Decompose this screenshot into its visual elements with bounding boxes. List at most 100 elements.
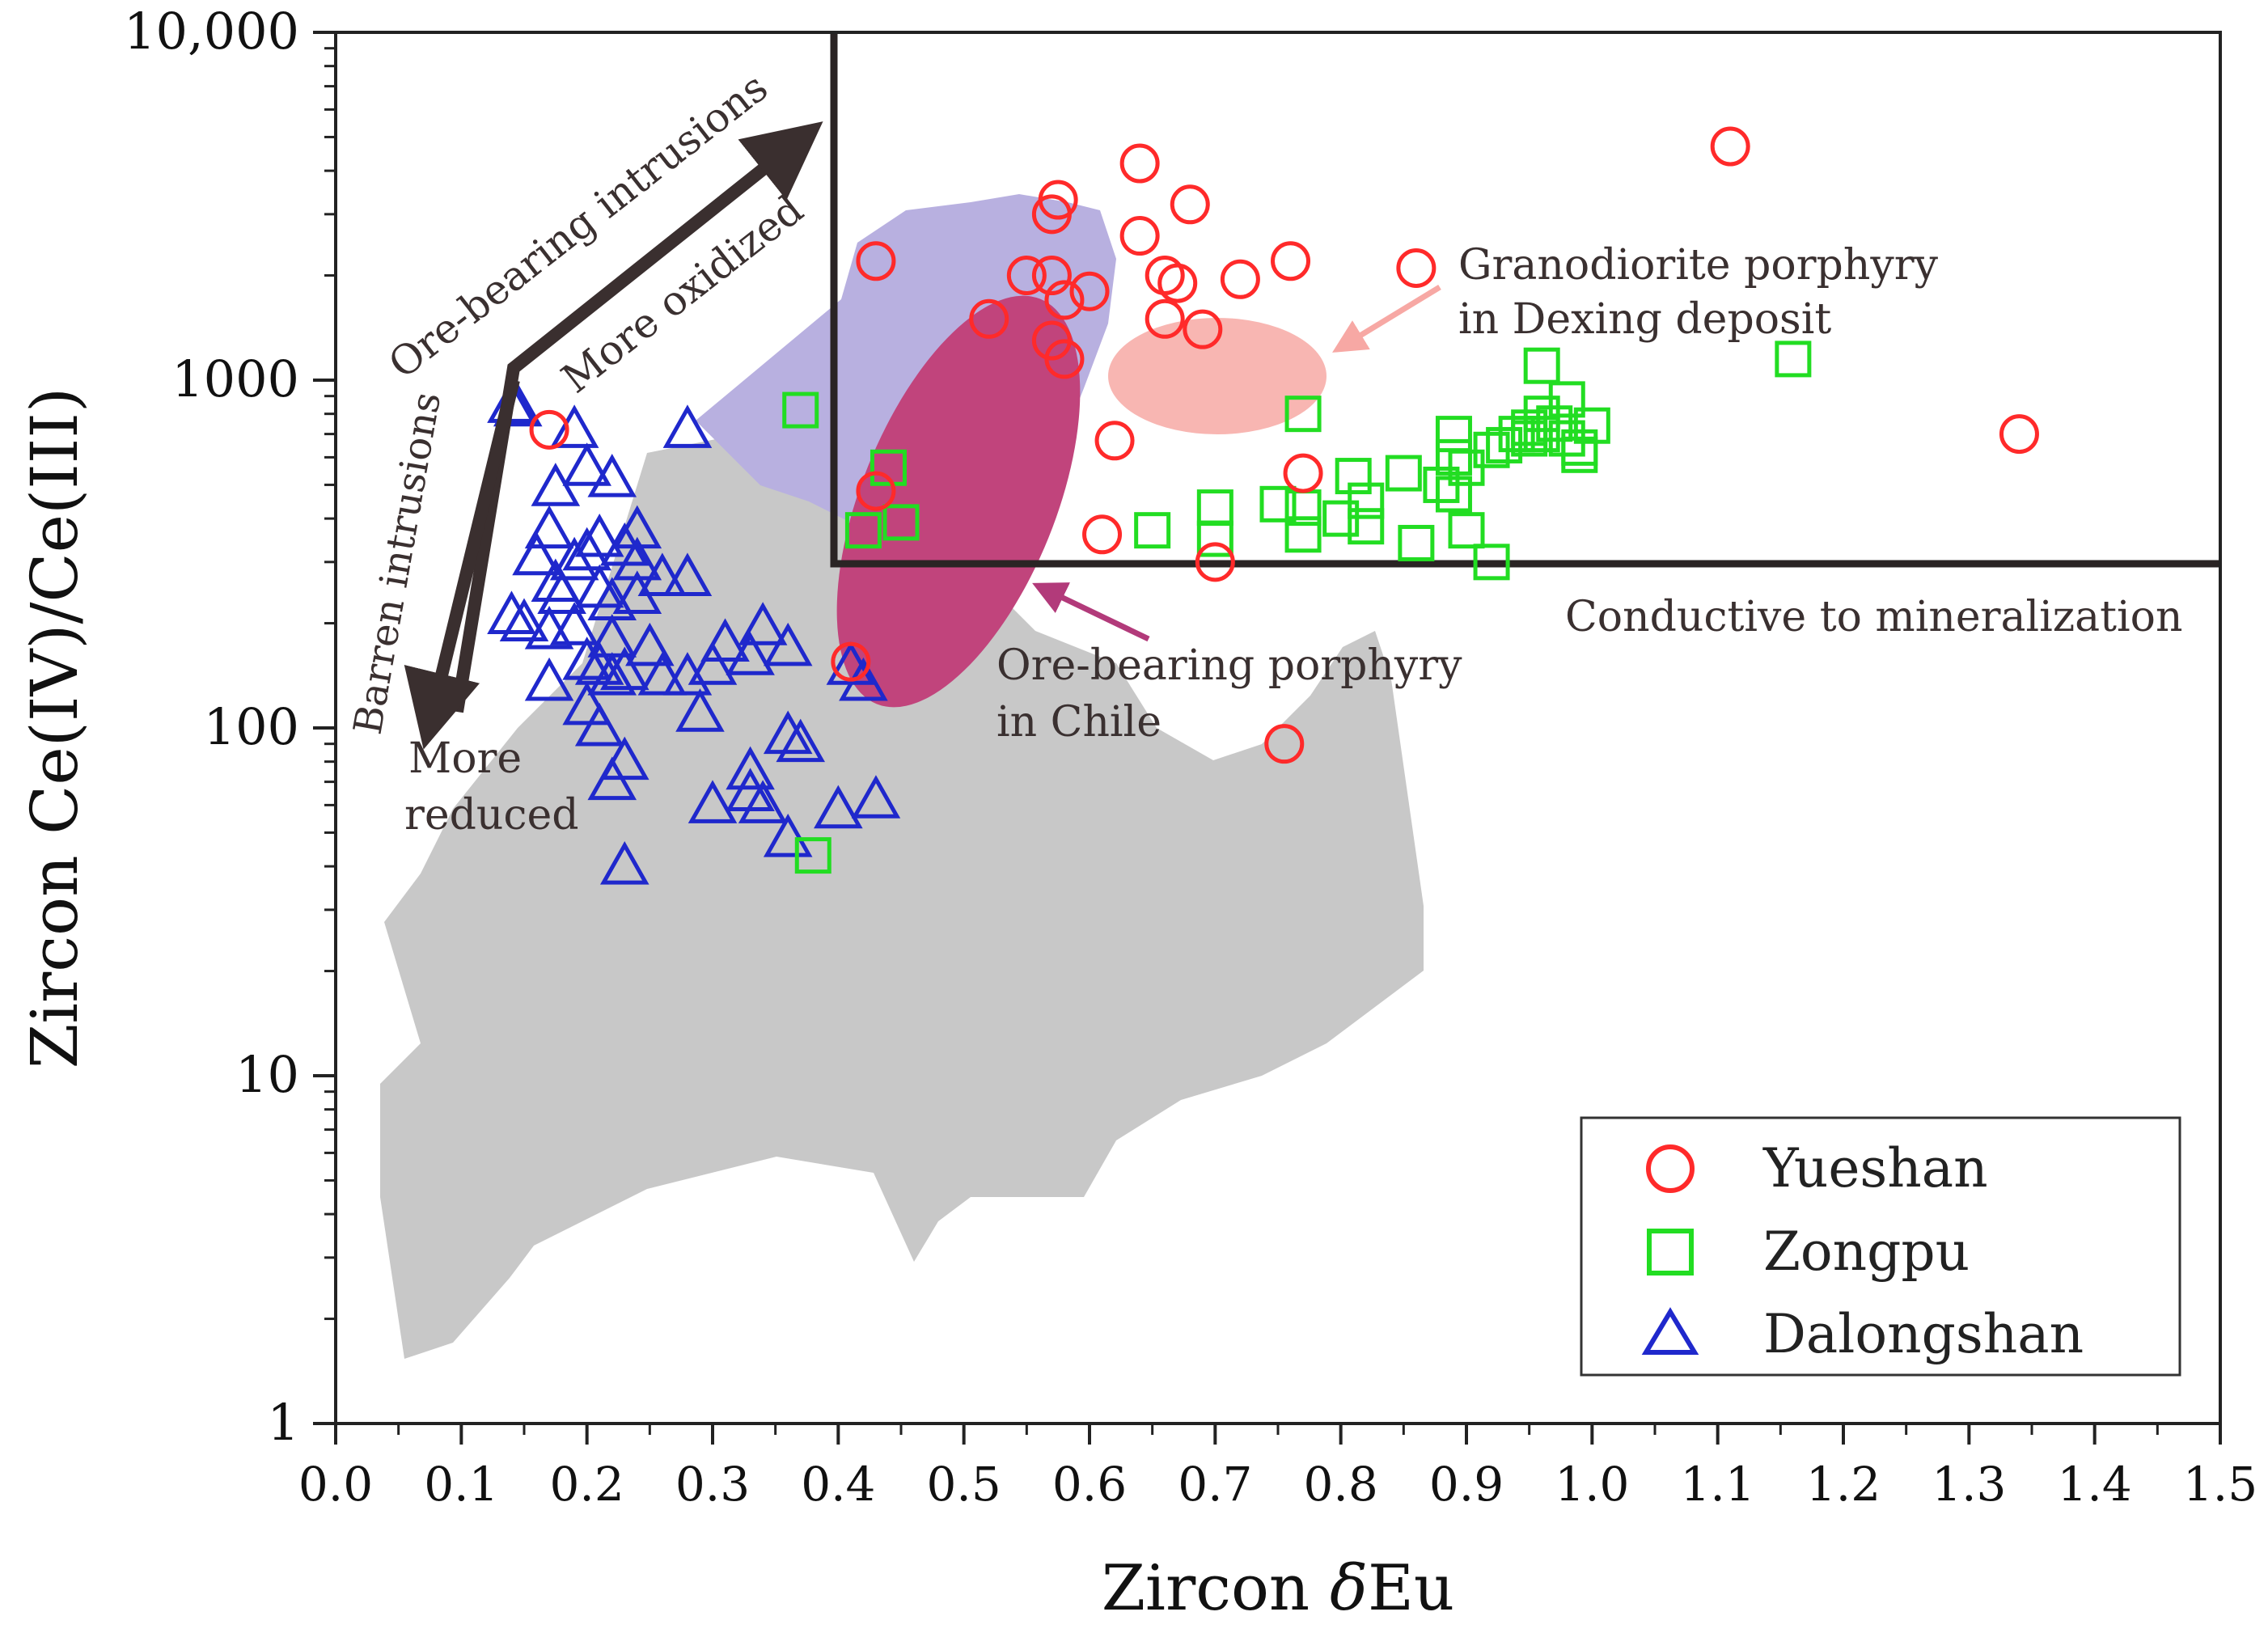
- dalongshan-point: [599, 736, 650, 781]
- dalongshan-point: [637, 652, 688, 696]
- dalongshan-point: [499, 598, 549, 642]
- legend-label-yueshan: Yueshan: [1762, 1137, 1988, 1199]
- yueshan-point: [1082, 514, 1123, 555]
- zongpu-point: [794, 837, 831, 874]
- reduced-arrow: [404, 379, 520, 750]
- zongpu-point: [1573, 407, 1610, 444]
- x-tick-label: 0.8: [1304, 1457, 1378, 1512]
- x-tick-label: 1.3: [1932, 1457, 2006, 1512]
- chile-pointer-arrow: [1032, 582, 1150, 642]
- dalongshan-point: [512, 531, 561, 576]
- y-axis-title: Zircon Ce(IV)/Ce(III): [17, 387, 92, 1068]
- yueshan-point: [1396, 247, 1437, 288]
- dalongshan-point: [763, 622, 813, 666]
- legend-label-zongpu: Zongpu: [1763, 1221, 1970, 1283]
- annotation-dexing-line1: Granodiorite porphyry: [1458, 241, 1939, 290]
- yueshan-point: [1044, 339, 1085, 379]
- dalongshan-point: [612, 570, 662, 615]
- zongpu-point: [782, 391, 819, 429]
- yueshan-point: [856, 241, 896, 281]
- dalongshan-point: [814, 785, 863, 829]
- annotation-more-reduced-line2: reduced: [404, 791, 579, 840]
- dalongshan-point: [574, 702, 624, 747]
- zongpu-point: [1134, 512, 1171, 549]
- yueshan-point: [1038, 180, 1078, 220]
- x-tick-label: 0.3: [675, 1457, 750, 1512]
- legend-marker-dalongshan: [1641, 1307, 1699, 1355]
- yueshan-point: [1999, 414, 2039, 455]
- yueshan-point: [1069, 271, 1110, 311]
- dalongshan-point: [599, 841, 650, 885]
- zongpu-point: [1435, 416, 1472, 453]
- yueshan-point: [1145, 256, 1185, 296]
- x-tick-label: 0.9: [1429, 1457, 1504, 1512]
- zongpu-point: [1259, 485, 1297, 522]
- dalongshan-point: [763, 813, 813, 857]
- dalongshan-point: [587, 756, 637, 801]
- annotation-chile-line1: Ore-bearing porphyry: [996, 641, 1462, 690]
- annotation-more-reduced-line1: More: [408, 734, 522, 783]
- x-tick-label: 1.2: [1806, 1457, 1881, 1512]
- chile-porphyry-field: [836, 295, 1081, 708]
- zongpu-point: [1448, 512, 1485, 549]
- dalongshan-point: [574, 513, 624, 557]
- dalongshan-point: [562, 681, 611, 726]
- yueshan-point: [856, 471, 896, 511]
- zongpu-point: [870, 449, 907, 486]
- dalongshan-point: [738, 602, 788, 645]
- dalongshan-point: [587, 454, 637, 497]
- dalongshan-point: [599, 646, 650, 691]
- x-tick-label: 0.1: [424, 1457, 498, 1512]
- dalongshan-point: [675, 688, 725, 732]
- zongpu-point: [844, 512, 882, 549]
- y-tick-label: 100: [204, 697, 299, 756]
- zongpu-point: [1196, 520, 1233, 557]
- dalongshan-point: [851, 775, 901, 819]
- dalongshan-point: [487, 590, 536, 634]
- yueshan-point: [1145, 298, 1185, 339]
- yueshan-point: [1170, 184, 1210, 225]
- zongpu-point: [1523, 416, 1560, 453]
- dalongshan-point: [662, 552, 713, 597]
- dalongshan-point: [738, 780, 788, 823]
- x-tick-label: 0.5: [927, 1457, 1001, 1512]
- yueshan-point: [1006, 256, 1047, 296]
- dalongshan-point: [562, 442, 611, 486]
- mineralization-box-line: [830, 32, 2220, 568]
- zongpu-point: [1284, 396, 1322, 433]
- yueshan-point: [1044, 280, 1085, 320]
- yueshan-point: [1283, 453, 1323, 493]
- y-tick-label: 10: [235, 1045, 299, 1104]
- dalongshan-point: [524, 505, 574, 549]
- oxidized-arrow: [451, 121, 823, 713]
- dalongshan-point: [688, 641, 738, 685]
- zongpu-point: [1348, 508, 1385, 545]
- legend-marker-zongpu: [1647, 1229, 1694, 1276]
- y-tick-label: 1000: [171, 349, 299, 408]
- legend-marker-yueshan: [1646, 1144, 1695, 1193]
- yueshan-point: [1271, 241, 1311, 281]
- yueshan-point: [1031, 256, 1072, 296]
- dalongshan-point: [549, 536, 599, 581]
- dalongshan-point: [637, 552, 688, 597]
- yueshan-point: [1119, 143, 1160, 184]
- dalongshan-point: [625, 622, 675, 666]
- zongpu-point: [1335, 458, 1372, 495]
- zongpu-point: [1523, 347, 1560, 384]
- zongpu-point: [1435, 438, 1472, 476]
- dalongshan-point: [549, 602, 599, 645]
- dalongshan-point: [487, 379, 536, 423]
- yueshan-point: [1710, 126, 1750, 167]
- dexing-pointer-arrow: [1332, 285, 1441, 353]
- x-tick-label: 0.0: [298, 1457, 373, 1512]
- yueshan-point: [1195, 542, 1235, 582]
- zongpu-point: [1498, 416, 1535, 453]
- dalongshan-point: [562, 527, 611, 571]
- dalongshan-point: [776, 718, 826, 763]
- annotation-conducive: Conductive to mineralization: [1565, 593, 2182, 641]
- dalongshan-point: [524, 657, 574, 701]
- yueshan-point: [969, 298, 1009, 339]
- x-axis-title-symbol: δ: [1330, 1552, 1368, 1625]
- zongpu-point: [1284, 516, 1322, 553]
